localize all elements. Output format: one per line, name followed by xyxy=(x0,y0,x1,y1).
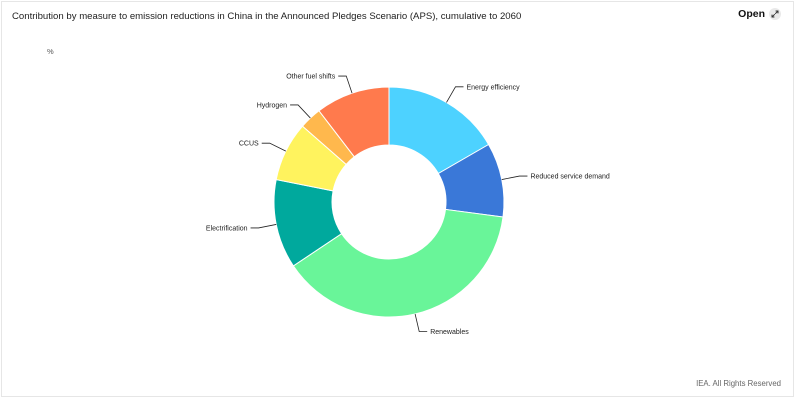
unit-label: % xyxy=(47,47,54,56)
slice-label-electrification: Electrification xyxy=(206,225,248,232)
leader-line-renewables xyxy=(414,313,428,332)
leader-line-reduced-service-demand xyxy=(501,175,528,180)
leader-line-other-fuel-shifts xyxy=(338,75,353,94)
open-button[interactable]: Open xyxy=(738,8,781,20)
slice-label-reduced-service-demand: Reduced service demand xyxy=(530,174,609,181)
slice-label-energy-efficiency: Energy efficiency xyxy=(467,84,521,91)
open-button-label: Open xyxy=(738,8,765,20)
expand-icon xyxy=(769,8,781,20)
credit-text: IEA. All Rights Reserved xyxy=(696,379,781,388)
leader-line-ccus xyxy=(261,142,287,152)
slice-label-ccus: CCUS xyxy=(239,141,259,148)
slice-label-renewables: Renewables xyxy=(430,329,469,336)
leader-line-hydrogen xyxy=(290,104,311,119)
slice-label-other-fuel-shifts: Other fuel shifts xyxy=(286,74,336,81)
slice-label-hydrogen: Hydrogen xyxy=(257,102,287,109)
chart-title: Contribution by measure to emission redu… xyxy=(12,11,522,22)
slice-other-fuel-shifts[interactable] xyxy=(318,86,390,158)
slice-renewables[interactable] xyxy=(292,208,504,318)
leader-line-energy-efficiency xyxy=(446,86,464,103)
leader-line-electrification xyxy=(250,224,277,229)
